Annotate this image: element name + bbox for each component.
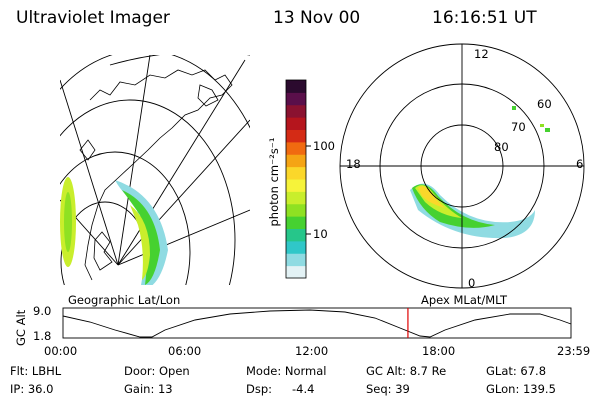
colorbar-band xyxy=(286,253,306,267)
colorbar-tick-10: 10 xyxy=(313,227,328,241)
coastline xyxy=(79,69,233,281)
date-label: 13 Nov 00 xyxy=(273,8,361,28)
timeline-xtick-0000: 00:00 xyxy=(44,344,78,358)
colorbar-band xyxy=(286,228,306,242)
colorbar-band xyxy=(286,154,306,168)
lat-label-70: 70 xyxy=(511,120,526,134)
colorbar-band xyxy=(286,240,306,254)
colorbar-band xyxy=(286,191,306,205)
apex-label: Apex MLat/MLT xyxy=(421,293,508,307)
timeline-xtick-1800: 18:00 xyxy=(422,344,456,358)
colorbar-tick-100: 100 xyxy=(313,139,335,153)
status-dsp-value: -4.4 xyxy=(292,382,315,396)
status-gain: Gain: 13 xyxy=(124,382,173,396)
mlt-label-18: 18 xyxy=(346,157,361,171)
status-filter: Flt: LBHL xyxy=(10,364,62,378)
colorbar-band xyxy=(286,104,306,118)
colorbar-band xyxy=(286,216,306,229)
instrument-title: Ultraviolet Imager xyxy=(16,8,170,28)
colorbar-band xyxy=(286,80,306,93)
lat-label-80: 80 xyxy=(494,140,509,154)
colorbar-band xyxy=(286,179,306,192)
mlt-label-6: 6 xyxy=(576,157,584,171)
timeline-ytick-1.8: 1.8 xyxy=(33,329,52,343)
status-door: Door: Open xyxy=(124,364,190,378)
timeline-ytick-9: 9.0 xyxy=(33,304,52,318)
colorbar-band xyxy=(286,117,306,130)
status-gc-alt: GC Alt: 8.7 Re xyxy=(366,364,447,378)
colorbar-band xyxy=(286,92,306,106)
colorbar-band xyxy=(286,203,306,217)
status-glat: GLat: 67.8 xyxy=(486,364,547,378)
timeline-xtick-2359: 23:59 xyxy=(557,344,591,358)
status-glon: GLon: 139.5 xyxy=(486,382,556,396)
colorbar-band xyxy=(286,265,306,279)
timeline-xtick-0600: 06:00 xyxy=(168,344,202,358)
status-seq: Seq: 39 xyxy=(366,382,410,396)
status-mode: Mode: Normal xyxy=(246,364,327,378)
lat-label-60: 60 xyxy=(537,97,552,111)
status-ip: IP: 36.0 xyxy=(10,382,54,396)
mlt-label-12: 12 xyxy=(474,47,489,61)
timeline-xtick-1200: 12:00 xyxy=(295,344,329,358)
colorbar-band xyxy=(286,129,306,143)
mlt-label-0: 0 xyxy=(468,276,476,290)
colorbar-band xyxy=(286,166,306,180)
timeline-ylabel-rot: GC Alt xyxy=(14,309,28,346)
aurora-left xyxy=(60,177,168,285)
geographic-label: Geographic Lat/Lon xyxy=(68,293,181,307)
status-dsp-label: Dsp: xyxy=(246,382,273,396)
colorbar-band xyxy=(286,141,306,155)
time-label: 16:16:51 UT xyxy=(432,8,537,28)
